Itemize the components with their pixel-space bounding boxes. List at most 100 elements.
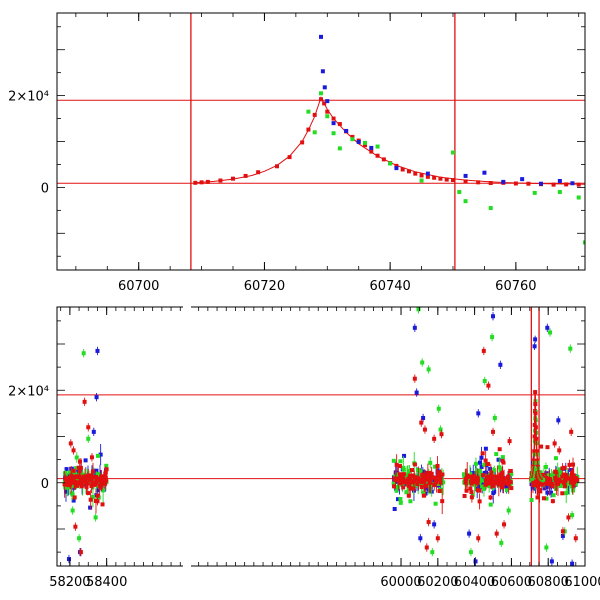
- point-red: [97, 483, 102, 488]
- y-tick-label-0: 0: [41, 477, 49, 492]
- point-red: [560, 474, 565, 479]
- point-green: [90, 495, 95, 500]
- point-green: [406, 469, 411, 474]
- plot-area: [57, 307, 585, 566]
- plot-frame: [56, 12, 586, 271]
- point-red: [537, 489, 542, 494]
- point-green: [544, 496, 549, 501]
- point-red: [79, 476, 84, 481]
- point-blue: [66, 557, 71, 562]
- point-red: [437, 470, 442, 475]
- point-red: [95, 499, 100, 504]
- point-red: [488, 474, 493, 479]
- point-red: [83, 481, 88, 486]
- point-blue: [418, 536, 423, 541]
- point-red: [79, 480, 84, 485]
- y-tick-label-1: 2×10⁴: [8, 90, 49, 105]
- point-green: [500, 455, 505, 460]
- point-red: [540, 472, 545, 477]
- point-red: [551, 182, 556, 187]
- point-red: [561, 472, 566, 477]
- point-green: [482, 462, 487, 467]
- point-red: [411, 486, 416, 491]
- point-red: [483, 482, 488, 487]
- point-blue: [492, 489, 497, 494]
- point-red: [531, 482, 536, 487]
- point-red: [100, 502, 105, 507]
- point-green: [488, 502, 493, 507]
- point-red: [557, 477, 562, 482]
- point-red: [494, 480, 499, 485]
- point-blue: [549, 490, 554, 495]
- point-red: [439, 432, 444, 437]
- point-red: [484, 479, 489, 484]
- point-blue: [71, 498, 76, 503]
- point-green: [472, 482, 477, 487]
- point-green: [490, 335, 495, 340]
- point-green: [93, 515, 98, 520]
- point-blue: [496, 457, 501, 462]
- series-blue: [319, 34, 575, 186]
- point-red: [218, 178, 223, 183]
- point-red: [500, 470, 505, 475]
- point-green: [421, 490, 426, 495]
- point-red: [500, 458, 505, 463]
- point-blue: [356, 139, 361, 144]
- point-green: [492, 468, 497, 473]
- point-red: [543, 479, 548, 484]
- point-red: [571, 473, 576, 478]
- point-blue: [424, 485, 429, 490]
- point-red: [426, 520, 431, 525]
- point-red: [488, 181, 493, 186]
- point-green: [479, 478, 484, 483]
- point-green: [391, 481, 396, 486]
- point-red: [476, 536, 481, 541]
- point-green: [583, 240, 585, 245]
- point-red: [486, 481, 491, 486]
- point-green: [350, 137, 355, 142]
- point-red: [566, 515, 571, 520]
- point-red: [489, 470, 494, 475]
- x-tick-label-4: 60400: [454, 575, 495, 590]
- point-red: [573, 478, 578, 483]
- x-tick-label-6: 60800: [528, 575, 569, 590]
- point-green: [63, 471, 68, 476]
- point-red: [488, 495, 493, 500]
- point-red: [425, 174, 430, 179]
- point-red: [553, 477, 558, 482]
- point-red: [500, 482, 505, 487]
- point-green: [480, 484, 485, 489]
- point-red: [497, 447, 502, 452]
- point-blue: [394, 166, 399, 171]
- point-red: [83, 478, 88, 483]
- point-green: [462, 472, 467, 477]
- point-blue: [556, 418, 561, 423]
- point-blue: [94, 395, 99, 400]
- point-green: [451, 150, 455, 155]
- point-red: [500, 485, 505, 490]
- point-green: [416, 307, 421, 312]
- x-tick-label-0: 58200: [49, 575, 90, 590]
- point-red: [78, 550, 83, 555]
- point-green: [544, 545, 549, 550]
- point-red: [481, 473, 486, 478]
- top-panel: 60700 60720 60740 60760 0 2×10⁴: [8, 12, 586, 294]
- point-red: [416, 476, 421, 481]
- point-blue: [483, 446, 488, 451]
- point-green: [306, 109, 311, 114]
- point-red: [193, 180, 198, 185]
- point-red: [506, 477, 511, 482]
- point-red: [81, 474, 86, 479]
- point-red: [427, 479, 432, 484]
- point-red: [75, 480, 80, 485]
- point-red: [411, 473, 416, 478]
- point-green: [557, 467, 562, 472]
- point-green: [104, 463, 109, 468]
- point-red: [437, 489, 442, 494]
- point-green: [557, 189, 562, 194]
- point-red: [424, 545, 429, 550]
- point-red: [545, 481, 550, 486]
- point-red: [413, 475, 418, 480]
- point-blue: [501, 179, 506, 184]
- point-red: [509, 486, 514, 491]
